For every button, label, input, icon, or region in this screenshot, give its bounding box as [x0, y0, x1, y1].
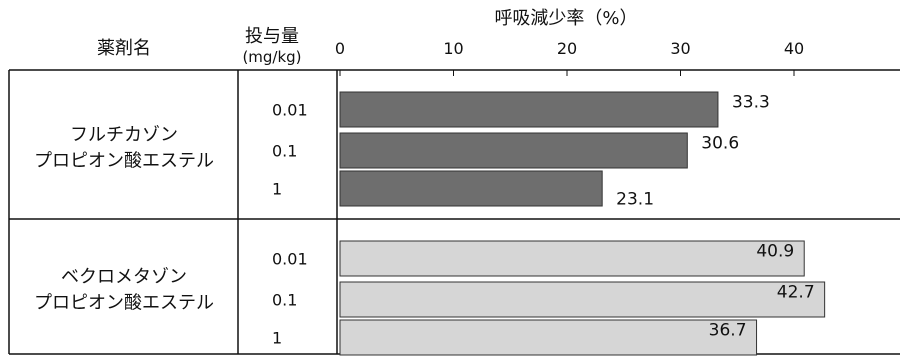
x-tick-label: 20: [557, 39, 577, 58]
header-drug-name: 薬剤名: [97, 38, 151, 59]
bar: [339, 240, 805, 277]
x-axis-ticks: 0 10 20 30 40: [335, 39, 804, 76]
header-dose-unit: (mg/kg): [242, 48, 301, 66]
bar: [339, 91, 719, 128]
drug-name-line1: ベクロメタゾン: [61, 267, 187, 288]
bar: [339, 132, 688, 169]
drug-name-line1: フルチカゾン: [70, 125, 178, 146]
dose-label: 1: [272, 180, 282, 199]
bar-value-label: 33.3: [732, 93, 770, 113]
drug-name-line2: プロピオン酸エステル: [34, 293, 214, 314]
bar-value-label: 30.6: [701, 134, 739, 154]
x-tick-label: 40: [784, 39, 804, 58]
bar-value-label: 23.1: [616, 190, 654, 210]
bar: [339, 281, 826, 318]
drug-name-line2: プロピオン酸エステル: [34, 151, 214, 172]
bar: [339, 319, 758, 356]
bar: [339, 170, 603, 207]
dose-label: 0.1: [272, 291, 297, 310]
x-axis-label: 呼吸減少率（%）: [494, 8, 637, 29]
bar-value-label: 36.7: [709, 321, 747, 341]
dose-label: 0.01: [272, 250, 308, 269]
x-tick-label: 10: [443, 39, 463, 58]
bar-value-label: 40.9: [756, 242, 794, 262]
dose-label: 0.01: [272, 101, 308, 120]
dose-label: 0.1: [272, 142, 297, 161]
x-tick-label: 30: [670, 39, 690, 58]
header-dose: 投与量: [245, 26, 299, 47]
x-tick-label: 0: [335, 39, 345, 58]
bar-value-label: 42.7: [777, 283, 815, 303]
dose-label: 1: [272, 329, 282, 348]
